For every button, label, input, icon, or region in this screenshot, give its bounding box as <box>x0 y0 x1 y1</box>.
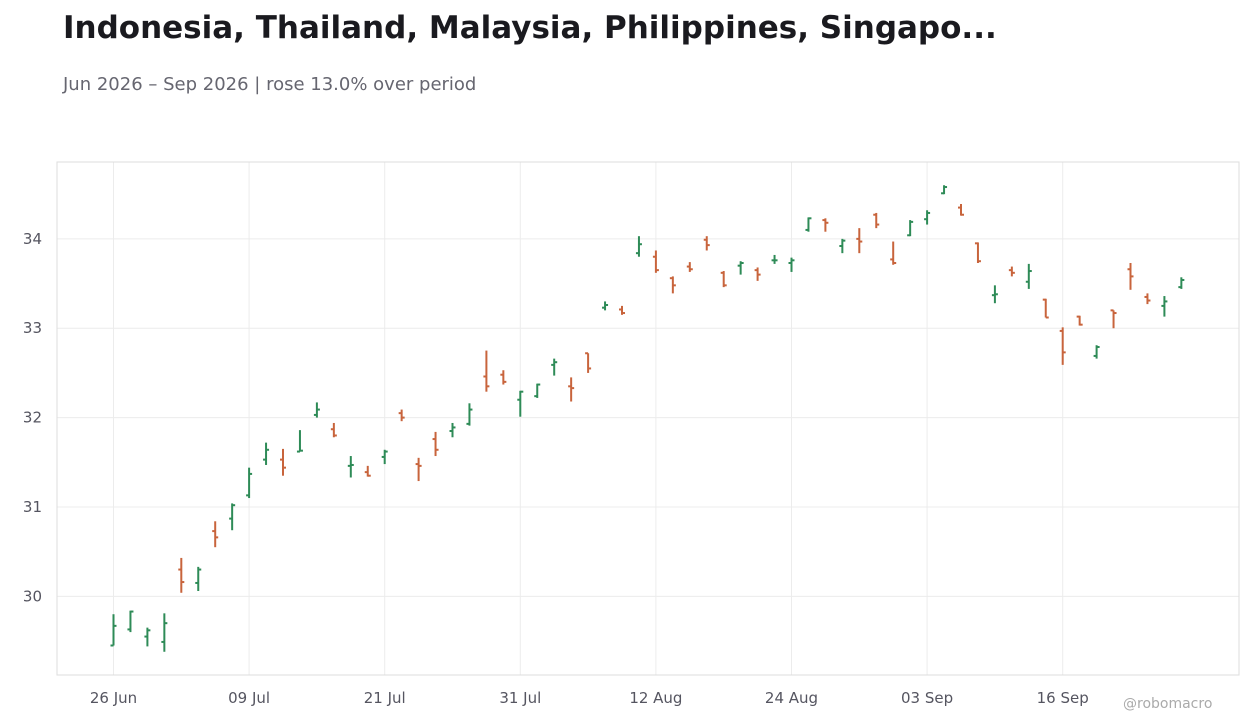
ohlc-bar-up <box>924 210 931 225</box>
grid-lines <box>57 162 1239 675</box>
ohlc-bar-up <box>161 613 168 652</box>
ohlc-bar-up <box>1025 263 1032 289</box>
y-tick-label: 34 <box>23 230 42 248</box>
ohlc-bar-up <box>635 236 642 257</box>
ohlc-bar-down <box>1076 315 1083 326</box>
ohlc-bar-up <box>839 238 846 254</box>
ohlc-bar-down <box>669 276 676 294</box>
ohlc-bar-down <box>280 448 286 476</box>
ohlc-bar-up <box>517 390 524 417</box>
x-tick-label: 26 Jun <box>90 689 137 707</box>
ohlc-bar-up <box>737 261 744 275</box>
ohlc-bar-up <box>313 402 320 418</box>
ohlc-bar-down <box>1008 266 1015 277</box>
x-axis: 26 Jun 09 Jul 21 Jul 31 Jul 12 Aug 24 Aug 03 S… <box>90 689 1089 707</box>
ohlc-bar-up <box>534 383 541 398</box>
ohlc-bar-up <box>195 566 202 591</box>
ohlc-bar-up <box>788 257 795 272</box>
ohlc-bar-up <box>771 254 778 264</box>
ohlc-bar-down <box>890 241 897 265</box>
ohlc-bar-up <box>263 442 270 465</box>
ohlc-bar-up <box>602 301 609 311</box>
ohlc-bar-down <box>754 267 761 281</box>
x-tick-label: 16 Sep <box>1037 689 1089 707</box>
x-tick-label: 21 Jul <box>364 689 406 707</box>
ohlc-bar-down <box>958 204 964 216</box>
ohlc-bar-up <box>110 614 117 647</box>
x-tick-label: 24 Aug <box>765 689 818 707</box>
ohlc-bar-down <box>212 521 219 548</box>
ohlc-bar-up <box>466 403 473 426</box>
x-tick-label: 31 Jul <box>499 689 541 707</box>
y-tick-label: 31 <box>23 498 42 516</box>
ohlc-bar-down <box>364 465 371 477</box>
ohlc-bar-up <box>296 430 303 453</box>
ohlc-bar-down <box>873 212 880 229</box>
ohlc-bar-up <box>551 358 558 376</box>
ohlc-bar-down <box>686 262 693 272</box>
ohlc-bar-up <box>246 467 253 499</box>
ohlc-bar-up <box>805 217 812 232</box>
ohlc-bar-down <box>1144 293 1151 305</box>
y-tick-label: 30 <box>23 587 42 605</box>
ohlc-bar-up <box>144 627 151 647</box>
ohlc-bar-up <box>381 449 388 465</box>
x-tick-label: 03 Sep <box>901 689 953 707</box>
ohlc-bar-down <box>432 431 439 457</box>
y-tick-label: 32 <box>23 409 42 427</box>
ohlc-bar-up <box>1178 277 1185 289</box>
ohlc-bar-up <box>941 185 948 195</box>
ohlc-bar-up <box>1093 345 1100 359</box>
ohlc-bar-down <box>500 370 507 385</box>
ohlc-bar-up <box>449 422 456 438</box>
ohlc-bar-down <box>720 271 727 288</box>
ohlc-bar-down <box>856 228 863 254</box>
x-tick-label: 12 Aug <box>629 689 682 707</box>
ohlc-bar-down <box>330 422 337 438</box>
ohlc-bar-up <box>229 503 236 531</box>
y-tick-label: 33 <box>23 319 42 337</box>
chart-subtitle: Jun 2026 – Sep 2026 | rose 13.0% over pe… <box>63 74 477 95</box>
ohlc-bar-down <box>568 377 575 402</box>
ohlc-bar-up <box>347 456 354 478</box>
ohlc-bar-down <box>1127 262 1134 290</box>
chart-title: Indonesia, Thailand, Malaysia, Philippin… <box>63 10 997 46</box>
ohlc-bar-down <box>652 250 659 273</box>
ohlc-bar-down <box>415 457 422 482</box>
ohlc-bar-down <box>619 305 625 315</box>
ohlc-bar-down <box>483 350 490 392</box>
ohlc-bar-down <box>1110 309 1117 329</box>
ohlc-bar-down <box>178 557 185 593</box>
plot-frame <box>56 161 1240 676</box>
ohlc-bar-down <box>974 242 981 263</box>
source-credit: @robomacro <box>1123 696 1213 712</box>
ohlc-bar-down <box>398 409 405 422</box>
ohlc-bar-down <box>703 236 710 251</box>
x-tick-label: 09 Jul <box>228 689 270 707</box>
ohlc-bars <box>110 185 1185 652</box>
ohlc-bar-down <box>1042 298 1049 319</box>
ohlc-bar-up <box>991 285 998 304</box>
ohlc-bar-down <box>822 218 829 232</box>
ohlc-bar-up <box>1161 296 1168 317</box>
ohlc-bar-down <box>1059 327 1066 365</box>
y-axis: 30 31 32 33 34 <box>23 230 42 605</box>
ohlc-bar-up <box>127 610 134 633</box>
ohlc-bar-up <box>907 220 914 237</box>
ohlc-bar-down <box>585 352 592 373</box>
